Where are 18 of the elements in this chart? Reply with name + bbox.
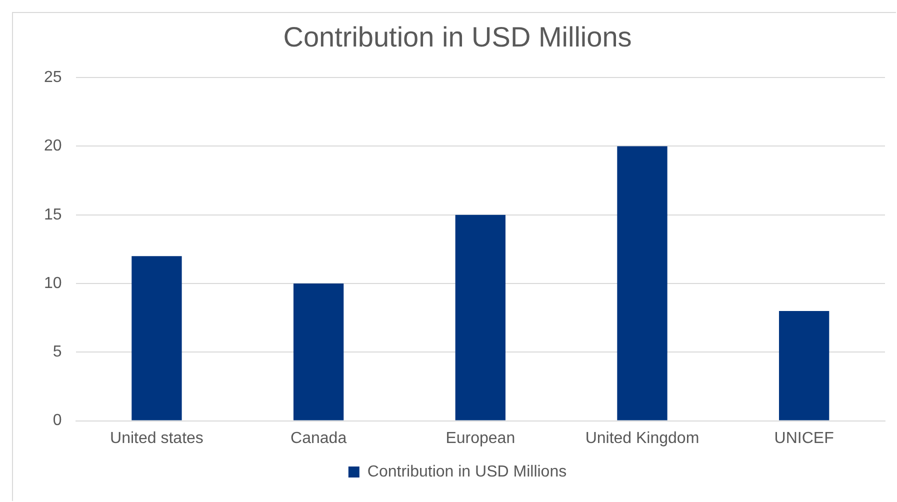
bar [132, 256, 182, 420]
chart-title: Contribution in USD Millions [283, 22, 632, 53]
y-tick-label: 25 [44, 69, 62, 86]
legend-label: Contribution in USD Millions [367, 463, 567, 480]
bar [778, 310, 830, 420]
y-tick-label: 5 [52, 344, 62, 361]
bar [293, 284, 344, 420]
y-tick-label: 15 [44, 206, 62, 224]
y-tick-label: 20 [44, 138, 62, 155]
x-tick-label: Canada [290, 430, 347, 447]
y-tick-label: 0 [52, 412, 62, 430]
x-tick-label: European [446, 430, 516, 447]
bar [455, 214, 506, 420]
y-tick-label: 10 [44, 274, 62, 292]
x-tick-label: UNICEF [774, 430, 834, 447]
x-tick-label: United states [110, 430, 204, 447]
x-tick-label: United Kingdom [585, 430, 700, 447]
bar [617, 146, 668, 420]
